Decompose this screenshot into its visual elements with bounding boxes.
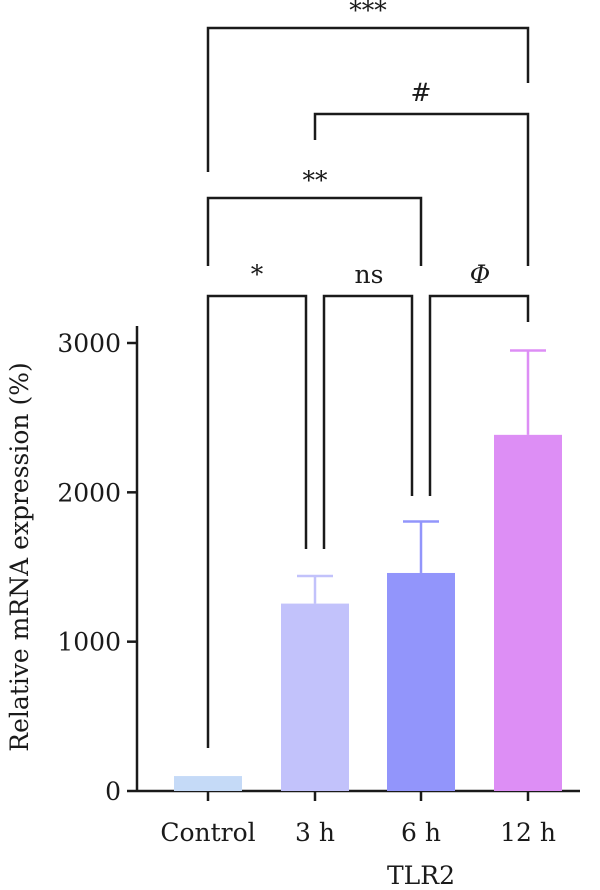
significance-bracket bbox=[206, 26, 530, 172]
x-tick-label: Control bbox=[160, 818, 255, 847]
y-tick-label: 1000 bbox=[57, 628, 121, 657]
significance-label: ns bbox=[355, 260, 384, 289]
significance-bracket bbox=[428, 294, 530, 496]
significance-bracket bbox=[206, 294, 308, 748]
y-tick-label: 0 bbox=[105, 777, 121, 806]
x-tick-label: 6 h bbox=[401, 818, 441, 847]
significance-label: * bbox=[251, 260, 264, 289]
significance-bracket bbox=[313, 112, 530, 266]
significance-label: ** bbox=[303, 166, 329, 195]
bar bbox=[174, 776, 242, 791]
bar bbox=[494, 434, 562, 791]
x-tick-label: 12 h bbox=[500, 818, 556, 847]
significance-label: # bbox=[411, 78, 432, 107]
x-axis-title: TLR2 bbox=[387, 861, 455, 890]
significance-label: *** bbox=[349, 0, 387, 25]
significance-label: Φ bbox=[470, 260, 491, 289]
significance-bracket bbox=[206, 196, 423, 266]
bar bbox=[387, 572, 455, 791]
significance-bracket bbox=[322, 294, 414, 549]
bar bbox=[281, 603, 349, 791]
y-tick-label: 2000 bbox=[57, 478, 121, 507]
y-axis-title: Relative mRNA expression (%) bbox=[5, 362, 34, 752]
y-tick-label: 3000 bbox=[57, 329, 121, 358]
x-tick-label: 3 h bbox=[295, 818, 335, 847]
